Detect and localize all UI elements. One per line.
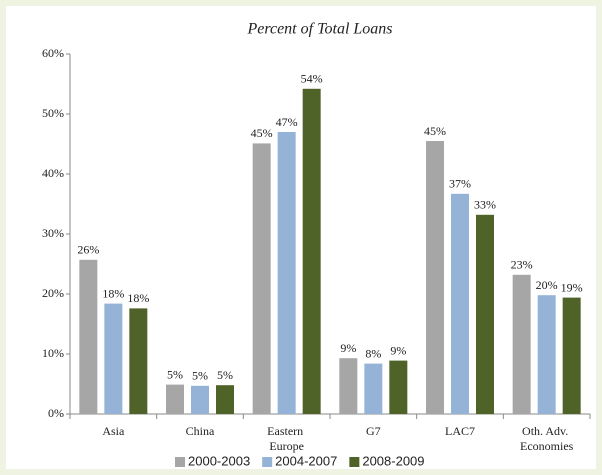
value-label: 19% xyxy=(561,280,583,294)
legend-swatch xyxy=(175,457,185,467)
x-tick-label: Asia xyxy=(102,424,125,438)
legend-swatch xyxy=(349,457,360,467)
value-label: 18% xyxy=(127,291,149,305)
y-tick-label: 60% xyxy=(42,46,64,60)
bar xyxy=(104,303,123,414)
value-label: 5% xyxy=(192,369,208,383)
legend-label: 2004-2007 xyxy=(275,453,337,468)
value-label: 33% xyxy=(474,198,496,212)
value-label: 5% xyxy=(167,367,183,381)
bar xyxy=(79,259,98,414)
bar xyxy=(451,193,469,414)
bar xyxy=(216,385,234,414)
y-tick-label: 30% xyxy=(42,226,64,240)
chart-title: Percent of Total Loans xyxy=(246,21,392,38)
x-tick-label: G7 xyxy=(366,424,381,438)
bar xyxy=(364,363,383,414)
value-label: 5% xyxy=(217,368,233,382)
x-tick-label: Oth. Adv. Economies xyxy=(520,424,574,453)
bar xyxy=(252,143,271,414)
bar xyxy=(277,132,296,414)
y-tick-label: 20% xyxy=(42,286,64,300)
y-tick-label: 40% xyxy=(42,166,64,180)
x-tick-label: China xyxy=(186,424,215,438)
y-tick-label: 10% xyxy=(42,346,64,360)
bar xyxy=(562,297,581,414)
value-label: 45% xyxy=(251,126,273,140)
bar xyxy=(426,141,444,414)
y-tick-label: 0% xyxy=(48,406,64,420)
bar xyxy=(302,88,321,415)
bar xyxy=(191,385,209,414)
value-label: 23% xyxy=(511,258,533,272)
bar xyxy=(476,214,494,414)
bar xyxy=(512,274,531,414)
y-tick-label: 50% xyxy=(42,106,64,120)
x-tick-label: LAC7 xyxy=(445,424,475,438)
value-label: 9% xyxy=(340,341,356,355)
bar xyxy=(129,308,148,414)
value-label: 45% xyxy=(424,124,446,138)
bar xyxy=(166,384,184,414)
legend-label: 2008-2009 xyxy=(362,453,424,468)
legend-label: 2000-2003 xyxy=(188,453,250,468)
bar xyxy=(339,358,358,414)
value-label: 18% xyxy=(102,286,124,300)
value-label: 37% xyxy=(449,177,471,191)
value-label: 54% xyxy=(301,72,323,86)
bar xyxy=(389,360,408,414)
x-tick-label: Eastern Europe xyxy=(267,424,306,453)
value-label: 26% xyxy=(77,243,99,257)
value-label: 47% xyxy=(276,115,298,129)
legend-swatch xyxy=(262,457,273,467)
value-label: 8% xyxy=(365,346,381,360)
value-label: 20% xyxy=(536,278,558,292)
value-label: 9% xyxy=(390,343,406,357)
bar xyxy=(537,295,556,414)
